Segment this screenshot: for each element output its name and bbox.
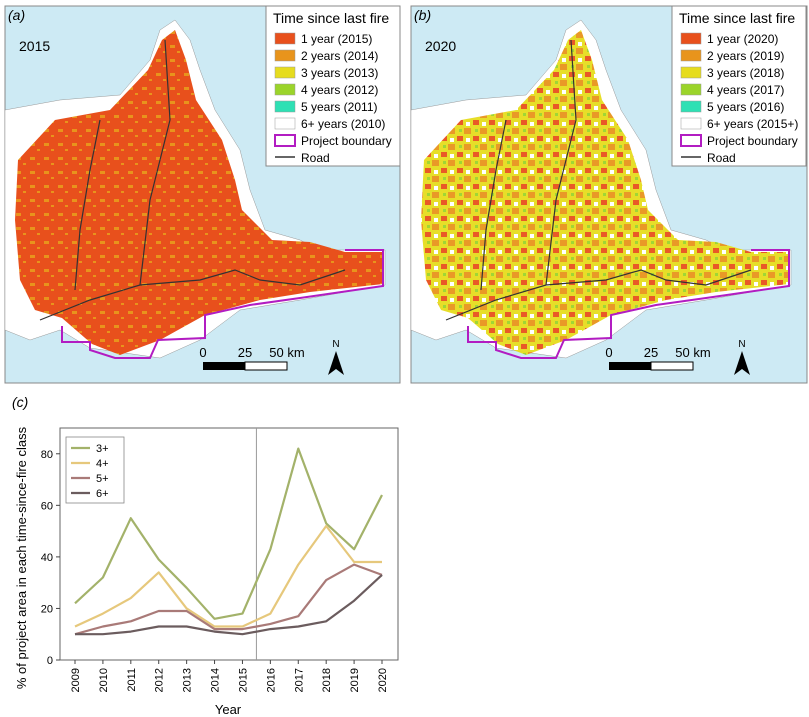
x-tick-label: 2012 [154, 668, 166, 692]
legend-swatch-boundary [274, 134, 296, 147]
legend-swatch [680, 117, 702, 130]
road-line-a [39, 269, 346, 321]
x-tick-label: 2013 [182, 668, 194, 692]
north-arrow-icon [734, 351, 750, 375]
series-line-5plus [74, 563, 383, 636]
legend-swatch [274, 66, 296, 79]
legend-label: Road [301, 151, 330, 165]
scale-zero: 0 [605, 345, 612, 360]
legend-label: 1 year (2020) [707, 32, 778, 46]
road-line-b [445, 269, 752, 321]
panel-year: 2015 [19, 38, 50, 54]
series-line-6plus [75, 574, 383, 636]
x-tick-label: 2014 [210, 668, 222, 692]
legend-swatch [680, 66, 702, 79]
legend-label: 3 years (2018) [707, 66, 784, 80]
legend-swatch-boundary [680, 134, 702, 147]
north-label: N [738, 339, 745, 350]
legend-label: 5 years (2016) [707, 100, 784, 114]
x-tick-label: 2019 [349, 668, 361, 692]
legend-swatch [274, 32, 296, 45]
legend-label: 4 years (2012) [301, 83, 378, 97]
scale-mid: 25 [644, 345, 658, 360]
x-tick-label: 2015 [237, 668, 249, 692]
scale-bar-white [244, 361, 288, 371]
legend-label: 3 years (2013) [301, 66, 378, 80]
panel-tag: (b) [414, 7, 431, 23]
scale-bar-black [203, 362, 245, 370]
line-chart: (c) 0 20 40 60 80 2009 2010 2011 2012 2013 2014 2015… [12, 394, 399, 717]
x-tick-label: 2017 [293, 668, 305, 692]
x-tick-label: 2016 [265, 668, 277, 692]
y-tick-label: 20 [41, 603, 53, 615]
series-line-3plus [74, 447, 383, 620]
map-overlays: (a) 2015 Time since last fire 1 year (2015)… [8, 5, 807, 375]
legend-series-label: 6+ [96, 488, 109, 500]
legend-swatch [274, 83, 296, 96]
legend-label: 1 year (2015) [301, 32, 372, 46]
y-tick-label: 40 [41, 552, 53, 564]
legend-swatch [680, 49, 702, 62]
x-axis-label: Year [215, 702, 242, 717]
legend-box [265, 5, 401, 167]
legend-series-label: 5+ [96, 473, 109, 485]
scale-mid: 25 [238, 345, 252, 360]
road-line-b3 [480, 119, 507, 291]
legend-label: 6+ years (2015+) [707, 117, 798, 131]
legend-label: 2 years (2014) [301, 49, 378, 63]
legend-title: Time since last fire [679, 10, 795, 26]
road-line-a3 [74, 119, 101, 291]
road-line-a2 [139, 39, 171, 286]
project-boundary-b [467, 249, 790, 359]
project-boundary-a [61, 249, 384, 359]
y-tick-label: 60 [41, 500, 53, 512]
panel-year: 2020 [425, 38, 456, 54]
chart-tag: (c) [12, 394, 28, 410]
x-tick-label: 2020 [377, 668, 389, 692]
y-axis-label: % of project area in each time-since-fir… [14, 426, 29, 689]
legend-swatch [274, 100, 296, 113]
legend-series-label: 4+ [96, 458, 109, 470]
legend-title: Time since last fire [273, 10, 389, 26]
scale-bar-white [650, 361, 694, 371]
legend-label: Road [707, 151, 736, 165]
legend-swatch [274, 117, 296, 130]
scale-end: 50 km [269, 345, 304, 360]
x-tick-label: 2018 [321, 668, 333, 692]
legend-label: 2 years (2019) [707, 49, 784, 63]
north-label: N [332, 339, 339, 350]
scale-zero: 0 [199, 345, 206, 360]
burnt-area-b [421, 30, 789, 355]
legend-label: 4 years (2017) [707, 83, 784, 97]
road-line-b2 [545, 39, 577, 286]
series-line-4plus [74, 524, 382, 628]
north-arrow-icon [328, 351, 344, 375]
legend-swatch [680, 100, 702, 113]
legend-label: Project boundary [301, 134, 392, 148]
legend-swatch [680, 83, 702, 96]
legend-series-label: 3+ [96, 443, 109, 455]
map-panel-b [410, 5, 808, 384]
legend-label: 6+ years (2010) [301, 117, 385, 131]
y-tick-label: 80 [41, 449, 53, 461]
legend-label: 5 years (2011) [301, 100, 377, 114]
y-tick-label: 0 [47, 655, 53, 667]
scale-bar-black [609, 362, 651, 370]
x-tick-label: 2011 [126, 668, 138, 692]
burnt-area-a [15, 30, 383, 355]
scale-end: 50 km [675, 345, 710, 360]
legend-swatch [680, 32, 702, 45]
legend-swatch [274, 49, 296, 62]
legend-label: Project boundary [707, 134, 798, 148]
x-tick-label: 2009 [70, 668, 82, 692]
x-tick-label: 2010 [98, 668, 110, 692]
panel-tag: (a) [8, 7, 25, 23]
